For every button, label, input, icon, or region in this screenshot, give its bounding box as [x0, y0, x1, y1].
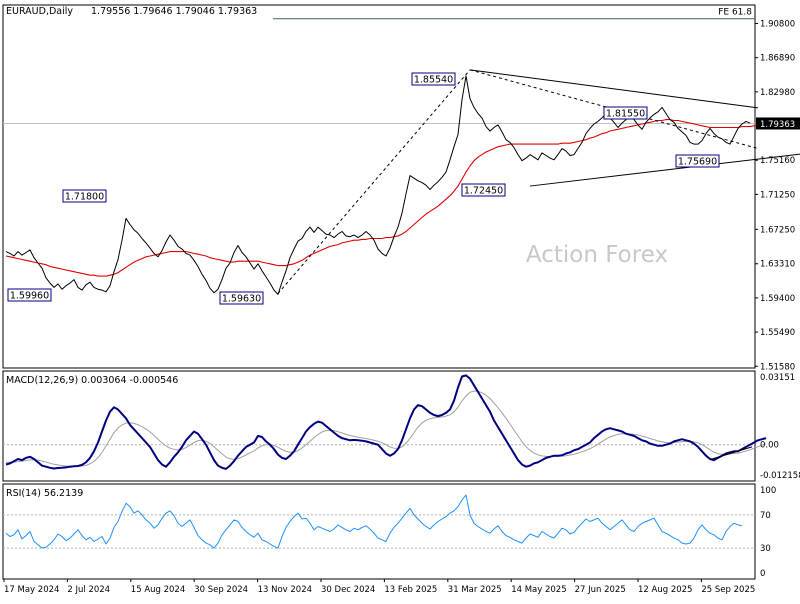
header-ohlc: 1.79556 1.79646 1.79046 1.79363 — [91, 6, 257, 17]
annotation-box — [7, 288, 52, 302]
macd-y-tick-label: 0.03151 — [760, 373, 795, 383]
price-y-tick-label: 1.90800 — [760, 20, 795, 30]
axis-layer: 1.90800 1.86890 1.82980 1.75160 1.71250 1.672… — [3, 20, 800, 595]
trendline-1 — [469, 69, 759, 109]
current-price-badge — [756, 117, 800, 130]
annotation-1-72450: 1.72450 — [461, 183, 506, 197]
x-tick-label: 13 Feb 2025 — [384, 585, 437, 595]
price-layer: FE 61.8 1.59960 1.71800 1.59630 1.85540 1.724… — [3, 8, 800, 305]
x-tick-label: 30 Dec 2024 — [321, 585, 375, 595]
moving-average-line — [5, 119, 758, 277]
annotation-box — [62, 189, 107, 203]
annotation-box — [461, 183, 506, 197]
annotation-box — [675, 154, 720, 168]
annotation-label: 1.71800 — [65, 192, 104, 203]
price-y-tick-label: 1.55490 — [760, 328, 795, 338]
header-symbol: EURAUD,Daily — [6, 6, 73, 17]
trendline-4 — [469, 69, 759, 149]
rsi-layer — [3, 494, 755, 549]
rsi-frame — [2, 483, 756, 580]
annotation-1-81550: 1.81550 — [603, 106, 648, 120]
x-tick-label: 17 May 2024 — [4, 585, 59, 595]
macd-y-tick-label: -0.012158 — [760, 471, 800, 481]
price-y-tick-label: 1.75160 — [760, 156, 795, 166]
x-tick-label: 2 Jul 2024 — [67, 585, 110, 595]
watermark-layer: Action Forex — [526, 242, 668, 268]
x-tick-label: 27 Jun 2025 — [575, 585, 626, 595]
price-frame — [2, 4, 756, 369]
x-tick-label: 15 Aug 2024 — [131, 585, 185, 595]
annotation-box — [411, 72, 456, 86]
macd-title: MACD(12,26,9) 0.003064 -0.000546 — [6, 375, 178, 386]
rsi-y-tick-label: 100 — [760, 486, 776, 496]
annotation-1-59630: 1.59630 — [219, 291, 264, 305]
price-y-tick-label: 1.82980 — [760, 88, 795, 98]
trendline-2 — [529, 153, 800, 187]
x-tick-label: 31 Mar 2025 — [448, 585, 502, 595]
x-tick-label: 30 Sep 2024 — [194, 585, 248, 595]
annotation-1-71800: 1.71800 — [62, 189, 107, 203]
macd-signal-line — [6, 390, 767, 467]
rsi-y-tick-label: 30 — [760, 544, 771, 554]
annotation-label: 1.59960 — [10, 291, 49, 302]
x-tick-label: 25 Sep 2025 — [701, 585, 755, 595]
macd-y-tick-label: 0.00 — [760, 441, 779, 451]
x-tick-label: 14 May 2025 — [511, 585, 566, 595]
rsi-y-tick-label: 0 — [760, 569, 765, 579]
price-y-tick-label: 1.71250 — [760, 190, 795, 200]
price-y-tick-label: 1.63310 — [760, 260, 795, 270]
price-y-tick-label: 1.67250 — [760, 225, 795, 235]
annotation-label: 1.85540 — [414, 75, 453, 86]
macd-line — [5, 374, 767, 470]
trendline-3 — [277, 69, 471, 294]
price-y-tick-label: 1.51580 — [760, 362, 795, 372]
annotation-label: 1.72450 — [464, 186, 503, 197]
current-price-label: 1.79363 — [760, 120, 795, 130]
x-tick-label: 12 Aug 2025 — [638, 585, 692, 595]
price-line — [5, 75, 751, 295]
annotation-1-75690: 1.75690 — [675, 154, 720, 168]
annotation-box — [603, 106, 648, 120]
macd-trendline — [709, 446, 753, 461]
macd-layer — [3, 374, 767, 470]
annotation-1-85540: 1.85540 — [411, 72, 456, 86]
annotation-1-59960: 1.59960 — [7, 288, 52, 302]
annotation-label: 1.75690 — [678, 157, 717, 168]
annotation-label: 1.81550 — [606, 109, 645, 120]
panel-frames — [2, 4, 756, 580]
annotation-box — [219, 291, 264, 305]
rsi-y-tick-label: 70 — [760, 511, 771, 521]
fe-level-label: FE 61.8 — [718, 8, 752, 18]
rsi-title: RSI(14) 56.2139 — [6, 488, 83, 499]
annotation-label: 1.59630 — [222, 294, 261, 305]
rsi-line — [5, 494, 743, 549]
watermark: Action Forex — [526, 242, 668, 268]
price-y-tick-label: 1.86890 — [760, 54, 795, 64]
x-tick-label: 13 Nov 2024 — [258, 585, 312, 595]
price-y-tick-label: 1.59400 — [760, 294, 795, 304]
label-layer: EURAUD,Daily 1.79556 1.79646 1.79046 1.7… — [6, 6, 257, 499]
macd-frame — [2, 370, 756, 482]
